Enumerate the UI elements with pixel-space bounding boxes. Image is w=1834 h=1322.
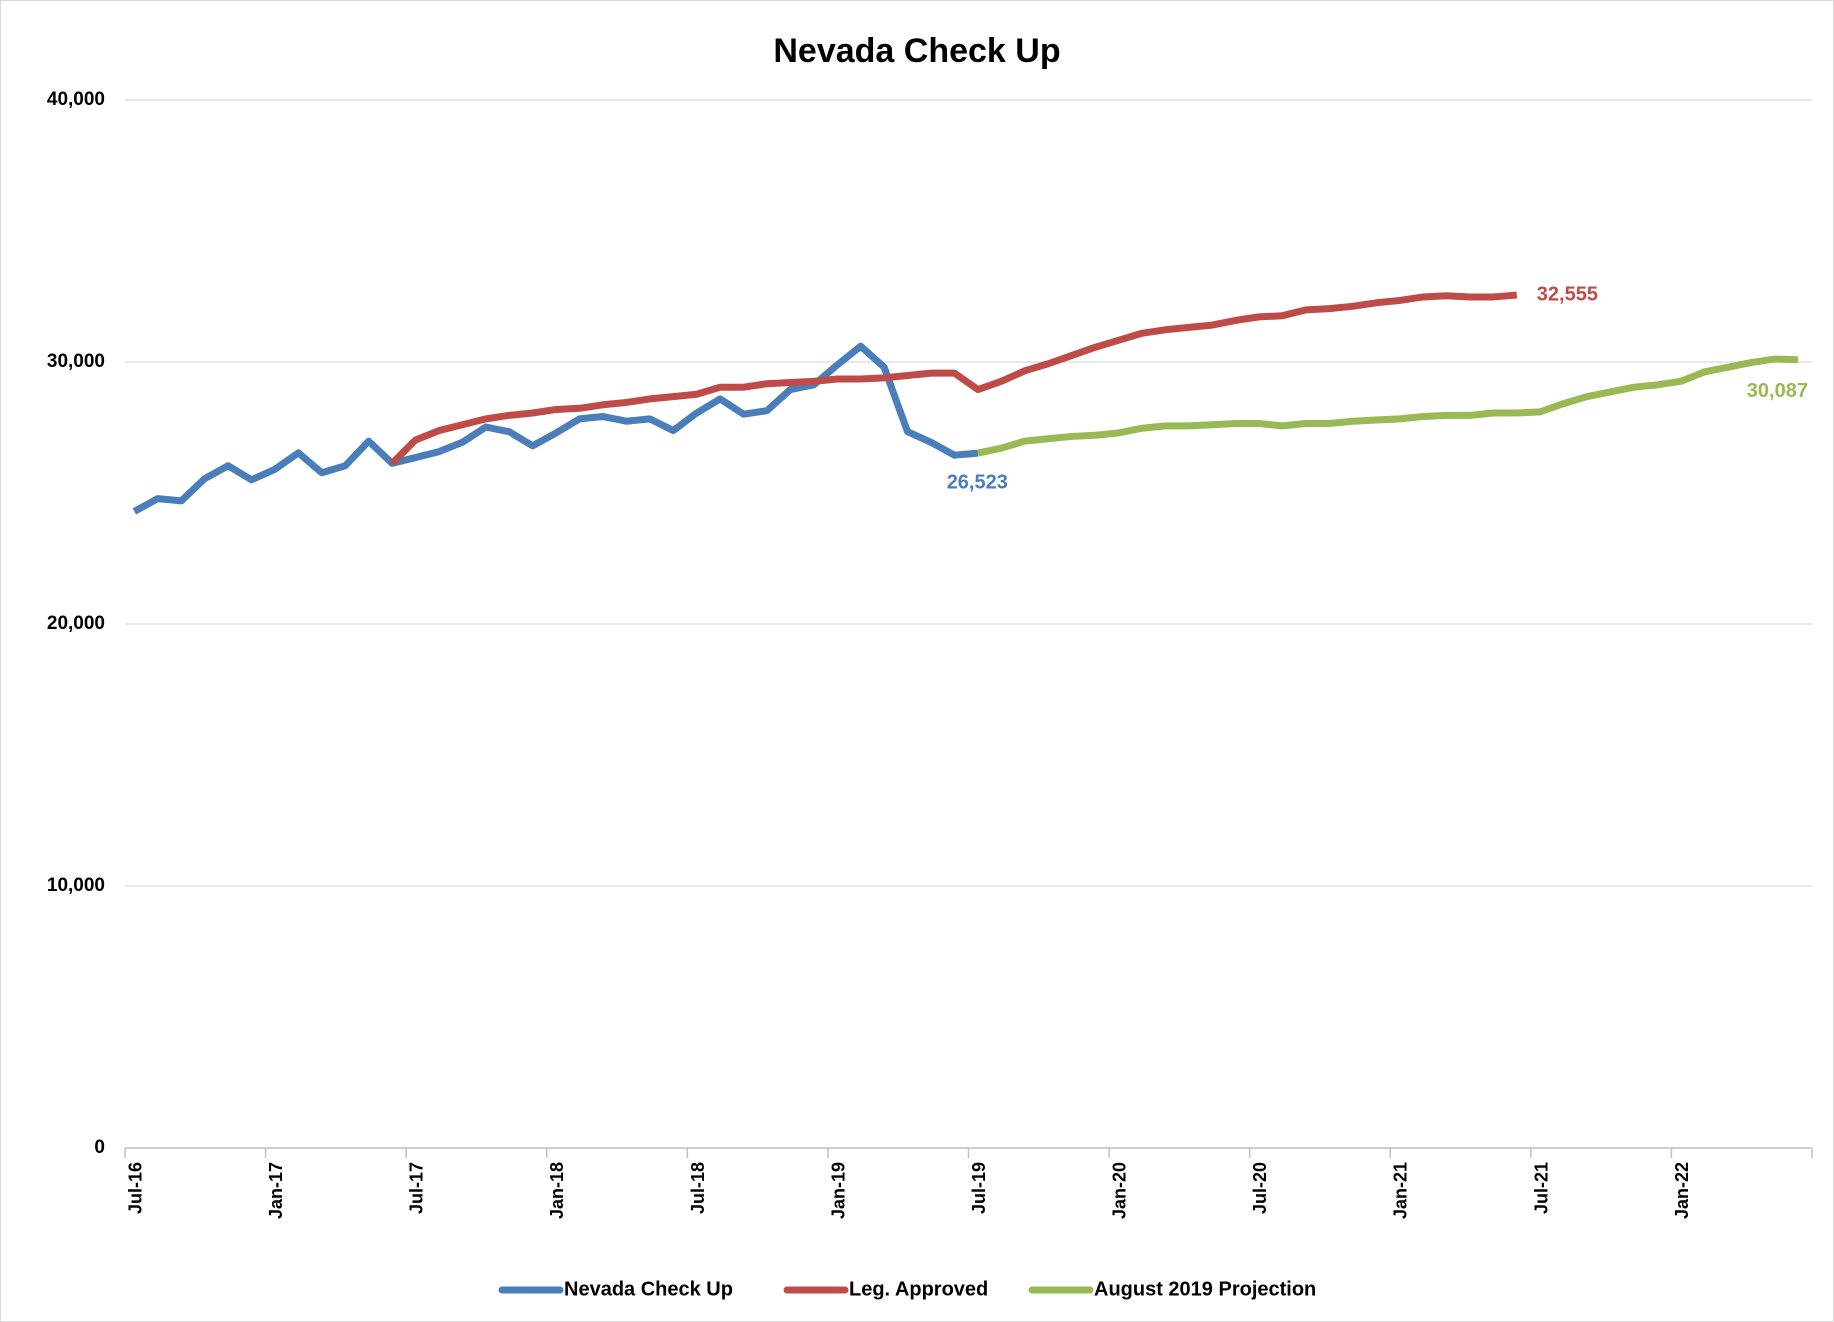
series-line — [977, 355, 1799, 457]
y-tick-label: 10,000 — [47, 875, 105, 896]
x-tick-label: Jan-21 — [1391, 1162, 1411, 1219]
legend-label: Nevada Check Up — [564, 1278, 733, 1300]
data-label: 30,087 — [1747, 380, 1808, 402]
x-tick-label: Jul-16 — [125, 1162, 145, 1214]
series-line — [132, 342, 979, 515]
y-tick-label: 40,000 — [47, 89, 105, 110]
x-tick-label: Jan-20 — [1110, 1162, 1130, 1219]
series-line — [389, 291, 1518, 466]
data-label: 26,523 — [947, 471, 1008, 493]
data-label: 32,555 — [1537, 283, 1598, 305]
y-tick-label: 0 — [94, 1137, 105, 1158]
x-tick-label: Jul-19 — [969, 1162, 989, 1214]
y-tick-label: 20,000 — [47, 613, 105, 634]
legend-label: Leg. Approved — [849, 1278, 988, 1300]
x-tick-label: Jul-20 — [1250, 1162, 1270, 1214]
x-tick-label: Jul-18 — [688, 1162, 708, 1214]
x-tick-label: Jul-17 — [407, 1162, 427, 1214]
chart-title: Nevada Check Up — [773, 32, 1060, 70]
y-tick-label: 30,000 — [47, 351, 105, 372]
x-tick-label: Jan-17 — [266, 1162, 286, 1219]
x-tick-label: Jan-18 — [547, 1162, 567, 1219]
x-tick-label: Jul-21 — [1531, 1162, 1551, 1214]
legend-label: August 2019 Projection — [1094, 1278, 1316, 1300]
x-tick-label: Jan-19 — [828, 1162, 848, 1219]
x-tick-label: Jan-22 — [1672, 1162, 1692, 1219]
